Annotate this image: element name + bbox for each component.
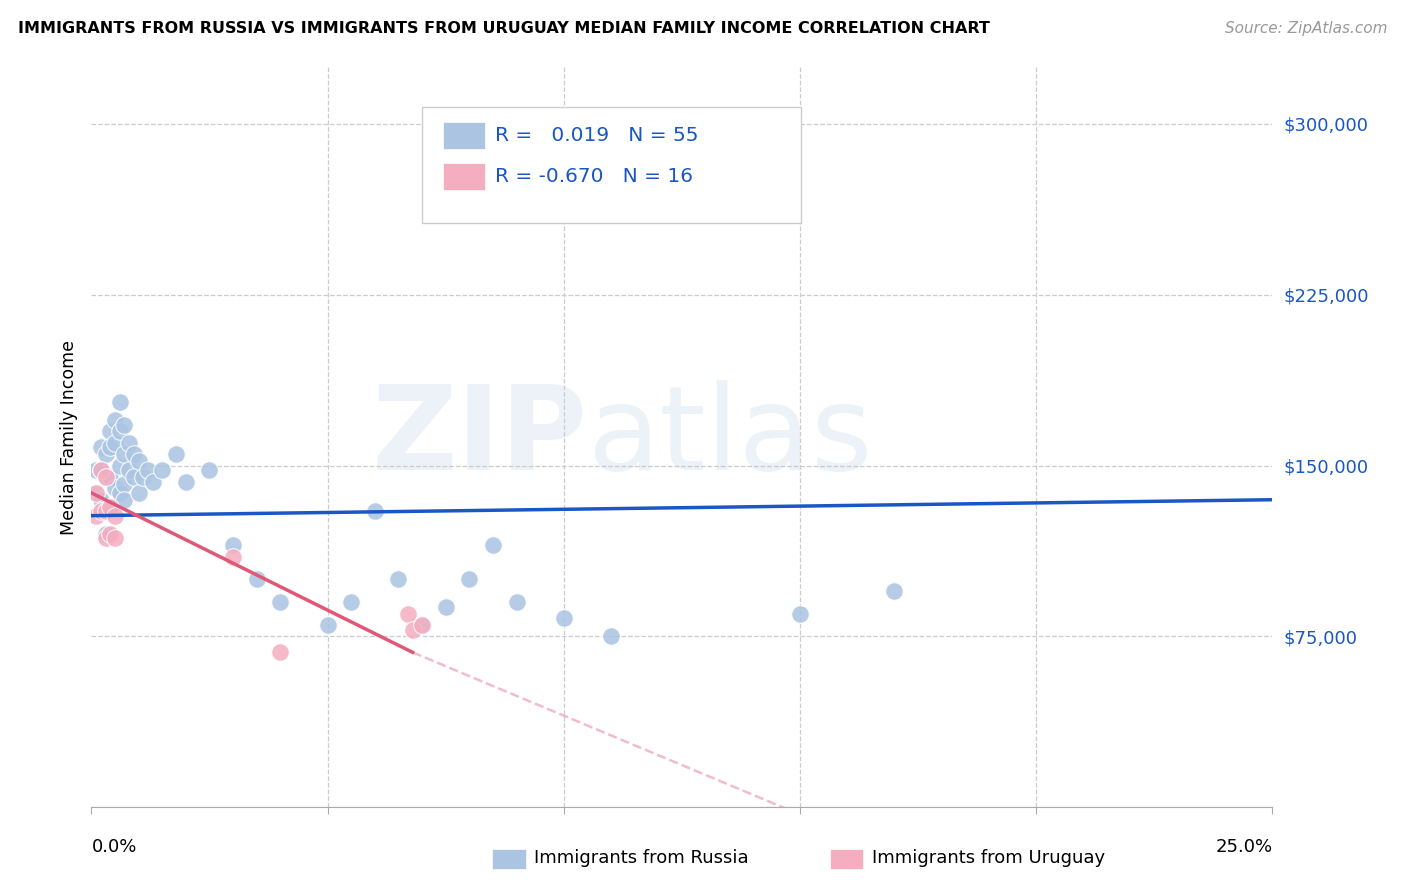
Point xyxy=(364,504,387,518)
Point xyxy=(90,504,112,518)
Point xyxy=(883,583,905,598)
Y-axis label: Median Family Income: Median Family Income xyxy=(59,340,77,534)
Point xyxy=(222,549,245,564)
Point xyxy=(136,463,159,477)
Point xyxy=(150,463,173,477)
Point xyxy=(90,492,112,507)
Point xyxy=(108,458,131,473)
Point xyxy=(94,447,117,461)
Point xyxy=(104,481,127,495)
Point xyxy=(114,447,136,461)
Text: Source: ZipAtlas.com: Source: ZipAtlas.com xyxy=(1225,21,1388,36)
Point xyxy=(98,527,121,541)
Text: R = -0.670   N = 16: R = -0.670 N = 16 xyxy=(495,167,693,186)
Text: R =   0.019   N = 55: R = 0.019 N = 55 xyxy=(495,126,699,145)
Point xyxy=(198,463,221,477)
Point xyxy=(387,573,409,587)
Point xyxy=(114,417,136,432)
Point xyxy=(269,645,291,659)
Point xyxy=(142,475,165,489)
Point xyxy=(90,440,112,454)
Text: Immigrants from Russia: Immigrants from Russia xyxy=(534,849,749,867)
Point xyxy=(84,486,107,500)
Point xyxy=(114,492,136,507)
Point xyxy=(269,595,291,609)
Point xyxy=(108,486,131,500)
Point xyxy=(84,508,107,523)
Point xyxy=(94,532,117,546)
Point xyxy=(128,486,150,500)
Point xyxy=(98,500,121,514)
Point xyxy=(94,504,117,518)
Text: 25.0%: 25.0% xyxy=(1215,838,1272,855)
Point xyxy=(396,607,419,621)
Point xyxy=(174,475,197,489)
Point xyxy=(104,508,127,523)
Point xyxy=(84,463,107,477)
Point xyxy=(411,618,433,632)
Point xyxy=(505,595,527,609)
Point xyxy=(118,435,141,450)
Point xyxy=(246,573,269,587)
Point xyxy=(98,425,121,439)
Text: IMMIGRANTS FROM RUSSIA VS IMMIGRANTS FROM URUGUAY MEDIAN FAMILY INCOME CORRELATI: IMMIGRANTS FROM RUSSIA VS IMMIGRANTS FRO… xyxy=(18,21,990,36)
Text: Immigrants from Uruguay: Immigrants from Uruguay xyxy=(872,849,1105,867)
Point xyxy=(94,470,117,484)
Point xyxy=(316,618,339,632)
Point xyxy=(458,573,481,587)
Point xyxy=(98,500,121,514)
Point xyxy=(340,595,363,609)
Point xyxy=(576,174,599,188)
Point xyxy=(114,476,136,491)
Point xyxy=(104,435,127,450)
Point xyxy=(553,611,575,625)
Point xyxy=(411,618,433,632)
Point xyxy=(132,470,155,484)
Point xyxy=(108,425,131,439)
Point xyxy=(90,463,112,477)
Text: atlas: atlas xyxy=(588,380,873,494)
Point xyxy=(434,599,457,614)
Point xyxy=(104,413,127,427)
Point xyxy=(122,447,145,461)
Text: 0.0%: 0.0% xyxy=(91,838,136,855)
Point xyxy=(98,470,121,484)
Point xyxy=(94,470,117,484)
Point xyxy=(122,470,145,484)
Point xyxy=(222,538,245,552)
Point xyxy=(600,629,623,643)
Point xyxy=(84,486,107,500)
Point xyxy=(401,623,423,637)
Point xyxy=(98,440,121,454)
Point xyxy=(609,162,631,177)
Point xyxy=(128,454,150,468)
Point xyxy=(104,532,127,546)
Point xyxy=(94,527,117,541)
Point xyxy=(118,463,141,477)
Point xyxy=(789,607,811,621)
Point xyxy=(94,504,117,518)
Point xyxy=(482,538,505,552)
Point xyxy=(108,394,131,409)
Point xyxy=(90,463,112,477)
Text: ZIP: ZIP xyxy=(371,380,588,494)
Point xyxy=(165,447,187,461)
